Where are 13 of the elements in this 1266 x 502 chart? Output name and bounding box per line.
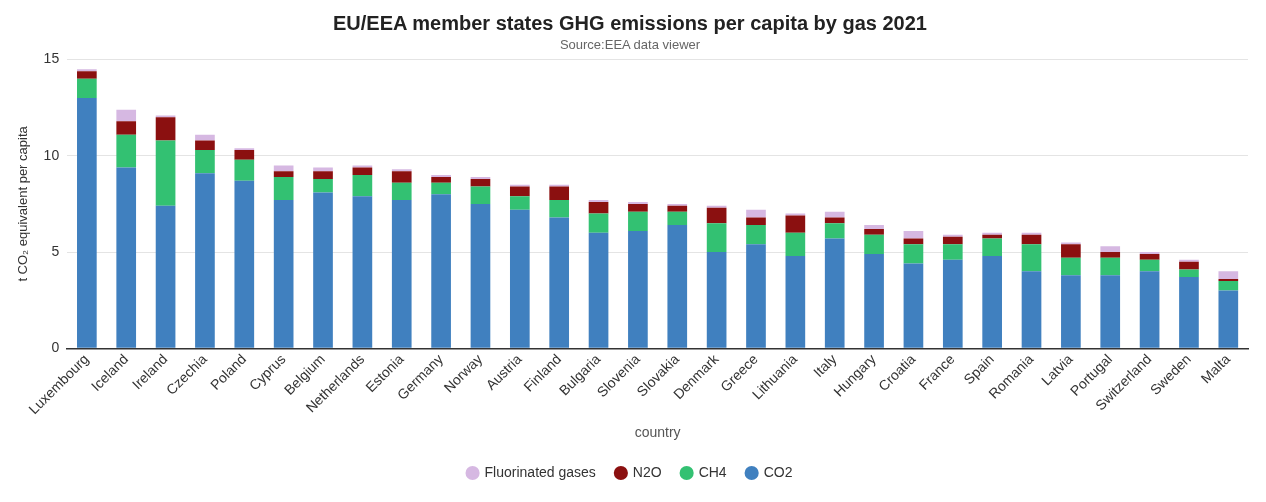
y-tick-label: 10 <box>43 146 60 163</box>
y-axis-title: t CO₂ equivalent per capita <box>15 125 31 282</box>
y-tick-label: 5 <box>51 242 60 259</box>
legend-label: Fluorinated gases <box>484 463 596 480</box>
chart-title: EU/EEA member states GHG emissions per capita by gas 2021 <box>333 11 927 34</box>
x-axis-title: country <box>634 424 681 441</box>
legend-label: N2O <box>632 463 662 480</box>
chart-subtitle: Source:EEA data viewer <box>559 37 701 53</box>
legend-label: CO2 <box>763 463 793 480</box>
x-tick-label: Italy <box>810 350 840 381</box>
legend-label: CH4 <box>698 463 727 480</box>
y-tick-label: 0 <box>51 339 60 356</box>
y-tick-label: 15 <box>43 50 60 67</box>
